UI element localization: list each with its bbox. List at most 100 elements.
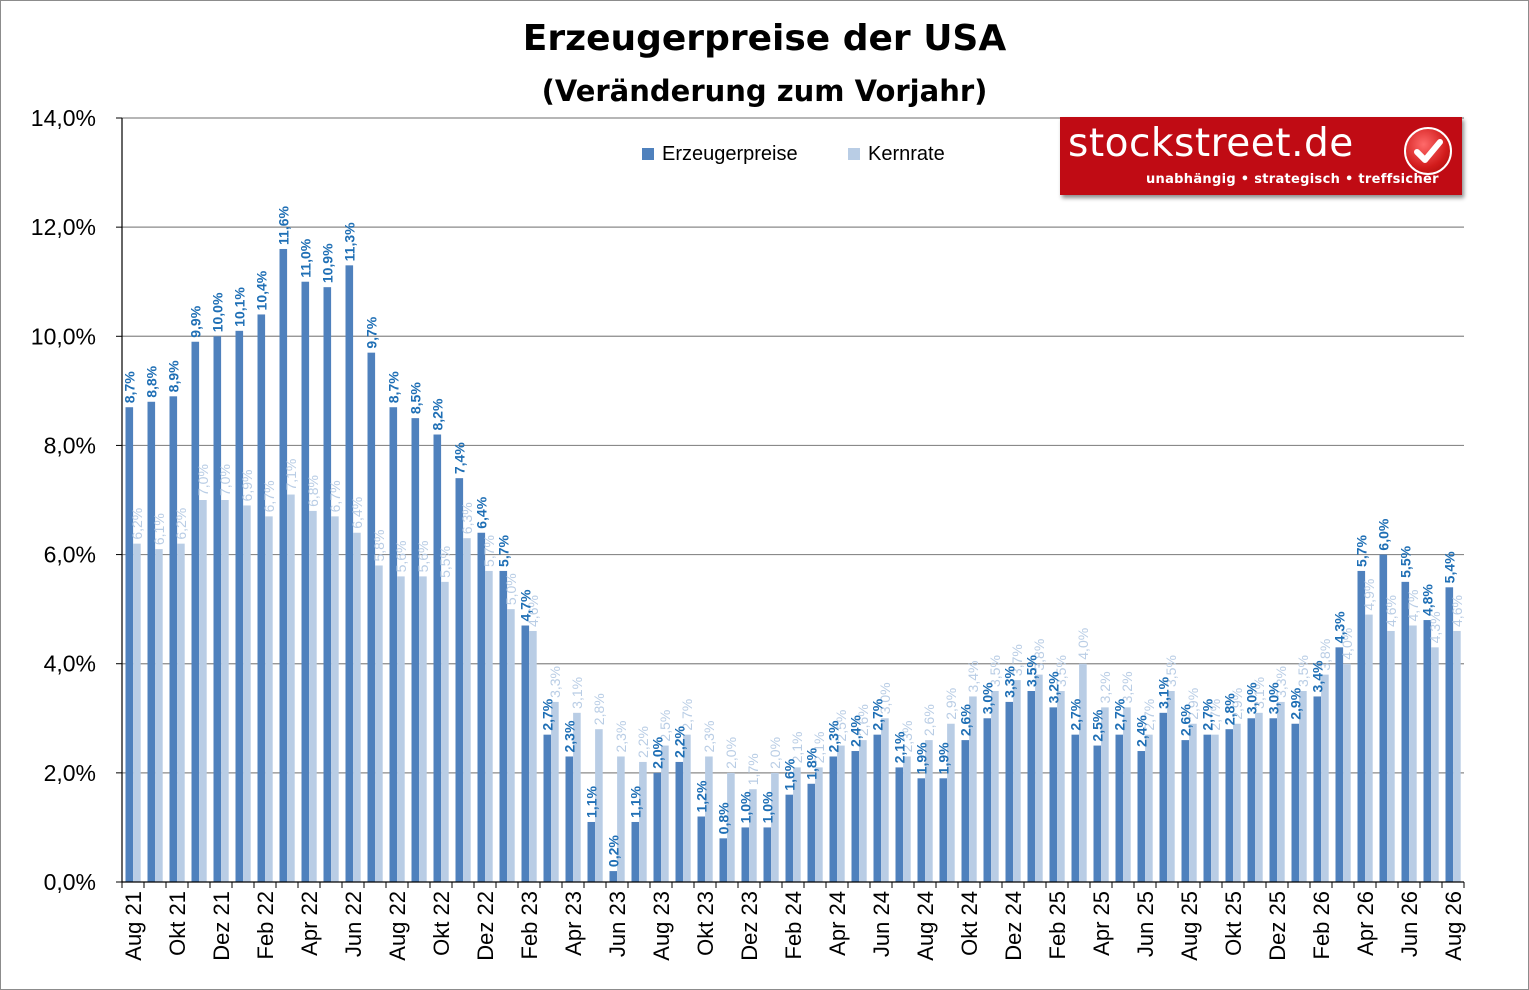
bar-kernrate: [1343, 663, 1351, 882]
bar-erzeugerpreise: [1159, 712, 1168, 882]
x-tick-label: Okt 21: [165, 891, 190, 956]
legend-label-erzeugerpreise: Erzeugerpreise: [662, 143, 798, 165]
bar-erzeugerpreise: [1115, 734, 1124, 882]
data-label-erzeugerpreise: 8,7%: [121, 371, 137, 403]
data-label-erzeugerpreise: 8,9%: [165, 360, 181, 392]
bar-kernrate: [881, 718, 889, 882]
bar-erzeugerpreise: [125, 407, 134, 882]
data-label-kernrate: 7,0%: [217, 464, 233, 496]
data-label-erzeugerpreise: 3,1%: [1155, 676, 1171, 708]
bar-kernrate: [661, 745, 669, 882]
data-label-erzeugerpreise: 2,3%: [561, 720, 577, 752]
bar-erzeugerpreise: [719, 838, 728, 882]
data-label-erzeugerpreise: 4,3%: [1331, 611, 1347, 643]
data-label-kernrate: 2,9%: [943, 688, 959, 720]
bar-erzeugerpreise: [1181, 740, 1190, 882]
bar-kernrate: [1123, 707, 1131, 882]
data-label-kernrate: 5,7%: [481, 535, 497, 567]
x-tick-label: Jun 25: [1133, 891, 1158, 957]
x-tick-label: Feb 25: [1045, 891, 1070, 960]
bar-erzeugerpreise: [279, 248, 288, 882]
data-label-erzeugerpreise: 3,2%: [1045, 671, 1061, 703]
bar-kernrate: [1035, 674, 1043, 882]
bar-kernrate: [1365, 614, 1373, 882]
bar-kernrate: [771, 772, 779, 882]
bar-kernrate: [617, 756, 625, 882]
data-label-kernrate: 2,7%: [679, 699, 695, 731]
data-label-kernrate: 2,9%: [1229, 688, 1245, 720]
bar-erzeugerpreise: [455, 478, 464, 882]
bar-kernrate: [221, 500, 229, 882]
bar-erzeugerpreise: [1027, 691, 1036, 882]
data-label-kernrate: 2,3%: [899, 721, 915, 753]
bar-erzeugerpreise: [1335, 647, 1344, 882]
data-label-erzeugerpreise: 2,6%: [957, 704, 973, 736]
data-label-erzeugerpreise: 1,9%: [935, 742, 951, 774]
data-label-kernrate: 3,5%: [1053, 655, 1069, 687]
data-label-kernrate: 3,7%: [1009, 644, 1025, 676]
bar-kernrate: [1299, 691, 1307, 882]
checkmark-icon: [1404, 127, 1452, 175]
data-label-erzeugerpreise: 1,6%: [781, 758, 797, 790]
data-label-kernrate: 6,7%: [261, 480, 277, 512]
data-label-kernrate: 2,0%: [767, 737, 783, 769]
x-tick-label: Dez 25: [1265, 891, 1290, 961]
data-label-kernrate: 2,5%: [657, 710, 673, 742]
x-tick-label: Dez 24: [1001, 891, 1026, 961]
y-tick-label: 0,0%: [44, 869, 96, 895]
y-tick-label: 14,0%: [31, 105, 96, 131]
x-tick-label: Dez 21: [209, 891, 234, 961]
bar-kernrate: [485, 570, 493, 882]
data-label-erzeugerpreise: 10,4%: [253, 270, 269, 310]
bar-erzeugerpreise: [1445, 587, 1454, 882]
x-tick-label: Jun 23: [605, 891, 630, 957]
data-label-erzeugerpreise: 1,1%: [583, 786, 599, 818]
x-tick-label: Apr 25: [1089, 891, 1114, 956]
bar-kernrate: [969, 696, 977, 882]
y-tick-label: 10,0%: [31, 323, 96, 349]
bar-kernrate: [1211, 734, 1219, 882]
data-label-erzeugerpreise: 6,4%: [473, 496, 489, 528]
bar-kernrate: [155, 549, 163, 882]
data-label-erzeugerpreise: 5,5%: [1397, 545, 1413, 577]
bar-erzeugerpreise: [1137, 751, 1146, 882]
bar-erzeugerpreise: [983, 718, 992, 882]
bar-kernrate: [1145, 734, 1153, 882]
bar-kernrate: [837, 745, 845, 882]
data-label-kernrate: 4,6%: [1383, 595, 1399, 627]
bar-erzeugerpreise: [675, 761, 684, 882]
data-label-erzeugerpreise: 4,8%: [1419, 584, 1435, 616]
bar-erzeugerpreise: [1071, 734, 1080, 882]
bar-erzeugerpreise: [851, 751, 860, 882]
bar-erzeugerpreise: [829, 756, 838, 882]
data-label-erzeugerpreise: 2,8%: [1221, 693, 1237, 725]
data-label-erzeugerpreise: 3,4%: [1309, 660, 1325, 692]
data-label-kernrate: 2,2%: [635, 726, 651, 758]
bar-kernrate: [551, 701, 559, 882]
data-label-erzeugerpreise: 0,8%: [715, 802, 731, 834]
bar-erzeugerpreise: [587, 821, 596, 882]
bar-erzeugerpreise: [1269, 718, 1278, 882]
x-tick-label: Apr 24: [825, 891, 850, 956]
data-label-kernrate: 2,1%: [789, 731, 805, 763]
bar-kernrate: [793, 767, 801, 882]
bar-erzeugerpreise: [807, 783, 816, 882]
data-label-erzeugerpreise: 9,9%: [187, 305, 203, 337]
x-tick-label: Okt 23: [693, 891, 718, 956]
bar-erzeugerpreise: [1313, 696, 1322, 882]
bar-erzeugerpreise: [477, 532, 486, 882]
data-label-erzeugerpreise: 1,9%: [913, 742, 929, 774]
bar-erzeugerpreise: [543, 734, 552, 882]
legend-swatch-kernrate: [848, 148, 860, 160]
bar-kernrate: [441, 581, 449, 882]
data-label-erzeugerpreise: 9,7%: [363, 316, 379, 348]
data-label-erzeugerpreise: 2,9%: [1287, 687, 1303, 719]
bar-kernrate: [727, 772, 735, 882]
bar-erzeugerpreise: [499, 570, 508, 882]
data-label-kernrate: 4,6%: [525, 595, 541, 627]
x-tick-label: Jun 22: [341, 891, 366, 957]
data-label-kernrate: 3,5%: [987, 655, 1003, 687]
bar-erzeugerpreise: [301, 281, 310, 882]
bar-erzeugerpreise: [1379, 554, 1388, 882]
bar-kernrate: [331, 516, 339, 882]
